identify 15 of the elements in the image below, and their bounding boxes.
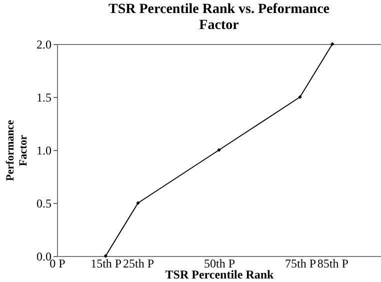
y-tick-label: 0.0 xyxy=(36,250,52,264)
line-series xyxy=(104,42,334,258)
chart-title: TSR Percentile Rank vs. Peformance Factor xyxy=(108,2,330,33)
x-tick-label: 75th P xyxy=(284,256,316,270)
x-tick-label: 15th P xyxy=(90,256,122,270)
x-tick-label: 85th P xyxy=(317,256,349,270)
x-axis-title: TSR Percentile Rank xyxy=(165,268,274,282)
x-tick-label: 25th P xyxy=(122,256,154,270)
y-tick-label: 1.5 xyxy=(36,90,52,104)
x-tick-label: 0 P xyxy=(50,256,66,270)
y-tick-label: 0.5 xyxy=(36,196,52,210)
y-tick-label: 2.0 xyxy=(36,38,52,52)
x-tick-label: 50th P xyxy=(204,256,236,270)
y-axis-title: Performance Factor xyxy=(4,120,30,182)
y-tick-label: 1.0 xyxy=(36,144,52,158)
